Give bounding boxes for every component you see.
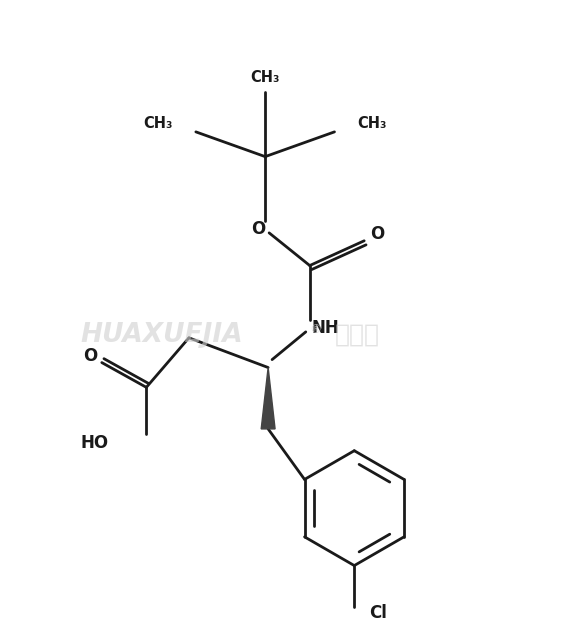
Text: CH₃: CH₃	[144, 116, 173, 131]
Text: ®: ®	[310, 323, 322, 337]
Text: HUAXUEJIA: HUAXUEJIA	[80, 322, 242, 348]
Text: CH₃: CH₃	[250, 70, 280, 85]
Text: Cl: Cl	[369, 604, 387, 622]
Polygon shape	[261, 367, 275, 429]
Text: O: O	[83, 347, 97, 365]
Text: O: O	[251, 220, 266, 238]
Text: 化学加: 化学加	[334, 323, 380, 347]
Text: CH₃: CH₃	[357, 116, 386, 131]
Text: NH: NH	[312, 319, 340, 337]
Text: HO: HO	[81, 434, 108, 452]
Text: O: O	[370, 225, 384, 243]
